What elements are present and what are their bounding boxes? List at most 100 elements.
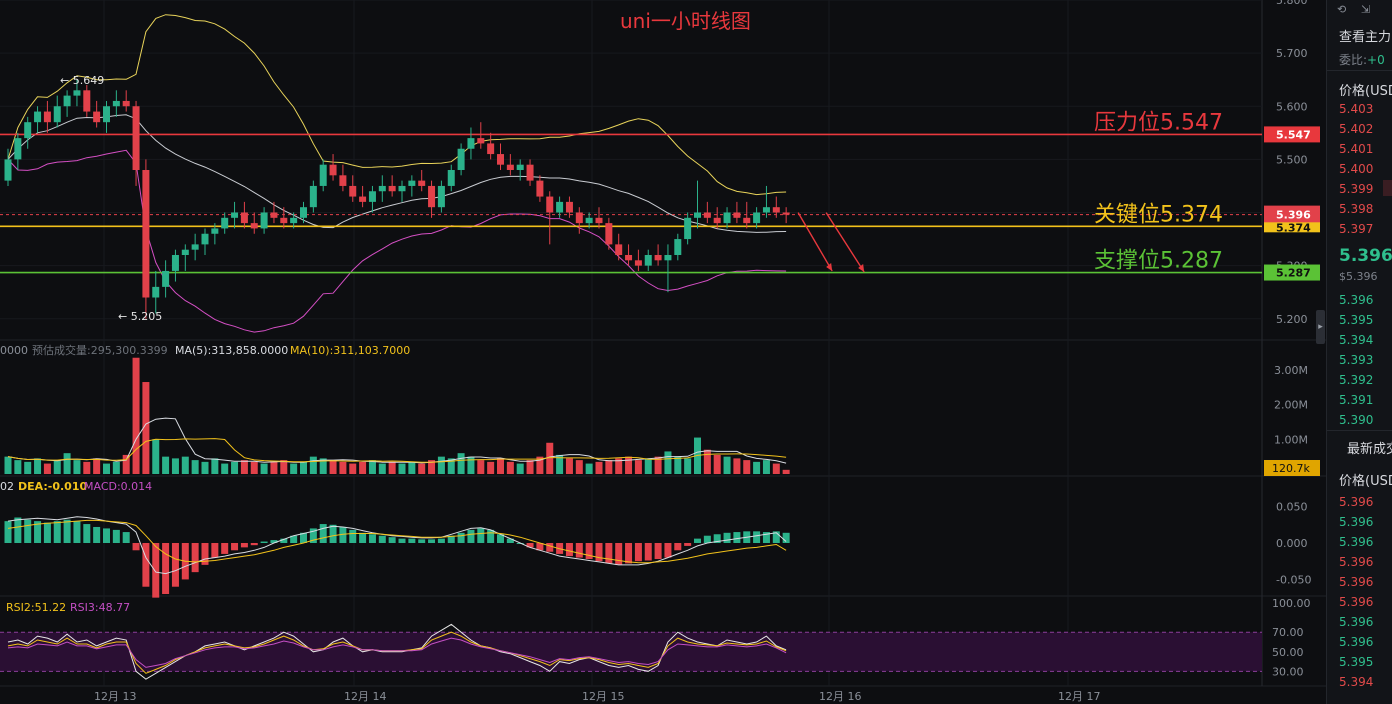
volume-bar xyxy=(201,461,209,474)
price-tick-label: 5.700 xyxy=(1276,47,1308,60)
ask-price-row[interactable]: 5.398 xyxy=(1339,202,1374,216)
expand-icon[interactable]: ⇲ xyxy=(1361,3,1371,16)
macd-histogram-bar xyxy=(575,543,583,558)
candle-body xyxy=(733,212,741,218)
candle-body xyxy=(181,249,189,255)
trade-price-row[interactable]: 5.396 xyxy=(1339,495,1374,509)
chart-background xyxy=(0,0,1326,704)
macd-histogram-bar xyxy=(428,539,436,543)
volume-bar xyxy=(664,451,672,474)
macd-histogram-bar xyxy=(772,531,780,543)
bid-price-row[interactable]: 5.391 xyxy=(1339,393,1374,407)
volume-bar xyxy=(644,458,652,474)
candle-body xyxy=(398,185,406,192)
x-axis-label: 12月 17 xyxy=(1058,690,1101,703)
trade-price-row[interactable]: 5.395 xyxy=(1339,655,1374,669)
macd-histogram-bar xyxy=(447,535,455,543)
candle-body xyxy=(270,212,278,218)
trade-price-row[interactable]: 5.396 xyxy=(1339,575,1374,589)
bid-price-row[interactable]: 5.392 xyxy=(1339,373,1374,387)
volume-bar xyxy=(634,460,642,474)
candle-body xyxy=(428,185,436,208)
candle-body xyxy=(457,148,465,170)
trade-price-row[interactable]: 5.394 xyxy=(1339,675,1374,689)
ask-price-row[interactable]: 5.403 xyxy=(1339,102,1374,116)
volume-bar xyxy=(408,461,416,474)
bid-price-row[interactable]: 5.394 xyxy=(1339,333,1374,347)
candle-body xyxy=(684,217,692,240)
sidebar-title[interactable]: 查看主力 xyxy=(1339,30,1392,45)
volume-bar xyxy=(319,458,327,474)
trade-price-row[interactable]: 5.396 xyxy=(1339,635,1374,649)
trade-price-row[interactable]: 5.396 xyxy=(1339,615,1374,629)
trade-price-row[interactable]: 5.396 xyxy=(1339,595,1374,609)
projection-arrowhead xyxy=(826,262,833,271)
bid-price-row[interactable]: 5.390 xyxy=(1339,413,1374,427)
volume-bar xyxy=(181,456,189,474)
macd-histogram-bar xyxy=(162,543,170,594)
bid-price-row[interactable]: 5.393 xyxy=(1339,353,1374,367)
macd-histogram-bar xyxy=(467,529,475,543)
latest-trades-header[interactable]: 最新成交 xyxy=(1347,442,1392,457)
ask-price-row[interactable]: 5.400 xyxy=(1339,162,1374,176)
panel-collapse-handle[interactable]: ▸ xyxy=(1316,310,1325,344)
candle-body xyxy=(250,223,258,229)
macd-histogram-bar xyxy=(654,543,662,560)
volume-bar xyxy=(93,458,101,474)
candle-body xyxy=(378,185,386,192)
trade-price-row[interactable]: 5.396 xyxy=(1339,515,1374,529)
ask-price-row[interactable]: 5.399 xyxy=(1339,182,1374,196)
candle-body xyxy=(556,201,564,213)
candle-body xyxy=(654,255,662,261)
candle-body xyxy=(162,270,170,287)
price-tick-label: 5.500 xyxy=(1276,153,1308,166)
macd-histogram-bar xyxy=(644,543,652,561)
ask-price-row[interactable]: 5.402 xyxy=(1339,122,1374,136)
volume-bar xyxy=(477,460,485,474)
refresh-icon[interactable]: ⟲ xyxy=(1337,3,1347,16)
macd-histogram-bar xyxy=(487,529,495,543)
macd-histogram-bar xyxy=(359,532,367,543)
ask-price-row[interactable]: 5.397 xyxy=(1339,222,1374,236)
macd-histogram-bar xyxy=(408,538,416,543)
macd-tick-label: 0.000 xyxy=(1276,537,1308,550)
bid-price-row[interactable]: 5.396 xyxy=(1339,293,1374,307)
candle-body xyxy=(368,191,376,202)
macd-histogram-bar xyxy=(526,543,534,548)
key-level-tag-bg xyxy=(1264,222,1320,233)
candle-body xyxy=(664,255,672,261)
macd-histogram-bar xyxy=(34,521,42,543)
candle-body xyxy=(83,90,91,112)
candle-body xyxy=(565,201,573,213)
macd-histogram-bar xyxy=(762,532,770,543)
candle-body xyxy=(694,212,701,218)
macd-histogram-bar xyxy=(319,524,327,543)
volume-tick-label: 3.00M xyxy=(1274,364,1308,377)
candle-body xyxy=(437,185,445,208)
macd-histogram-bar xyxy=(171,543,179,587)
macd-histogram-bar xyxy=(132,543,140,551)
ask-price-row[interactable]: 5.401 xyxy=(1339,142,1374,156)
macd-dea-line xyxy=(7,519,787,564)
macd-histogram-bar xyxy=(201,543,209,565)
candle-body xyxy=(546,196,554,213)
bid-price-row[interactable]: 5.395 xyxy=(1339,313,1374,327)
candle-body xyxy=(359,196,367,202)
candle-body xyxy=(477,138,485,144)
volume-bar xyxy=(171,458,179,474)
macd-histogram-bar xyxy=(694,538,701,543)
trade-price-row[interactable]: 5.396 xyxy=(1339,555,1374,569)
projection-arrow xyxy=(797,212,833,272)
support-tag: 5.287 xyxy=(1276,267,1311,280)
candle-body xyxy=(4,159,12,181)
volume-bar xyxy=(24,461,32,474)
key-level-label: 关键位5.374 xyxy=(1094,202,1223,227)
macd-histogram-bar xyxy=(250,543,258,546)
volume-ma5-line xyxy=(7,417,787,464)
candle-body xyxy=(53,106,61,123)
trade-price-row[interactable]: 5.396 xyxy=(1339,535,1374,549)
volume-bar xyxy=(418,463,426,474)
volume-bar xyxy=(368,460,376,474)
